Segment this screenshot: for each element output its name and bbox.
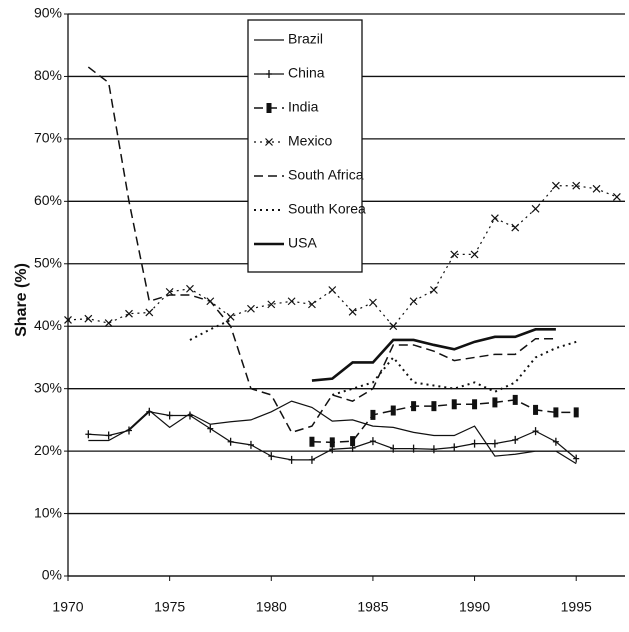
point-marker xyxy=(369,298,377,307)
point-marker xyxy=(409,297,418,306)
point-marker xyxy=(265,138,273,146)
point-marker xyxy=(247,304,255,313)
y-tick-label: 80% xyxy=(34,67,62,83)
point-marker xyxy=(125,426,132,435)
x-tick-label: 1995 xyxy=(561,599,592,615)
point-marker xyxy=(186,411,193,420)
point-marker xyxy=(288,455,295,464)
point-marker xyxy=(390,405,396,416)
point-marker xyxy=(572,181,581,190)
point-marker xyxy=(308,300,316,309)
point-marker xyxy=(287,297,296,306)
point-marker xyxy=(390,444,397,453)
legend-label: Brazil xyxy=(288,31,323,47)
point-marker xyxy=(492,397,498,408)
point-marker xyxy=(350,436,356,447)
point-marker xyxy=(329,437,335,448)
point-marker xyxy=(429,286,438,294)
point-marker xyxy=(431,401,437,412)
y-tick-label: 20% xyxy=(34,442,62,458)
series-line xyxy=(87,66,556,434)
point-marker xyxy=(266,70,272,78)
series-line xyxy=(311,328,556,382)
y-tick-label: 10% xyxy=(34,504,62,520)
point-marker xyxy=(125,309,133,318)
y-tick-label: 40% xyxy=(34,317,62,333)
point-marker xyxy=(348,307,357,316)
point-marker xyxy=(328,286,337,294)
x-tick-label: 1970 xyxy=(52,599,83,615)
x-tick-label: 1985 xyxy=(357,599,388,615)
y-tick-label: 70% xyxy=(34,130,62,146)
point-marker xyxy=(186,284,194,293)
point-marker xyxy=(450,250,459,259)
x-tick-label: 1975 xyxy=(154,599,185,615)
legend-label: China xyxy=(288,65,325,81)
point-marker xyxy=(553,407,559,418)
series-line xyxy=(189,319,577,396)
point-marker xyxy=(105,431,112,440)
point-marker xyxy=(430,445,437,454)
legend-label: Mexico xyxy=(288,133,333,149)
legend-box xyxy=(247,19,363,273)
point-marker xyxy=(308,455,315,464)
y-tick-label: 60% xyxy=(34,192,62,208)
point-marker xyxy=(512,435,519,444)
point-marker xyxy=(592,184,601,193)
y-axis-label: Share (%) xyxy=(13,263,30,337)
y-tick-label: 30% xyxy=(34,379,62,395)
y-tick-label: 0% xyxy=(42,567,62,583)
x-tick-label: 1980 xyxy=(256,599,287,615)
point-marker xyxy=(266,103,272,113)
series-line xyxy=(88,400,577,465)
point-marker xyxy=(146,407,153,416)
point-marker xyxy=(512,394,518,405)
point-marker xyxy=(64,316,72,324)
point-marker xyxy=(490,214,499,223)
series-line xyxy=(67,185,618,328)
point-marker xyxy=(573,407,579,418)
legend-label: South Korea xyxy=(288,201,366,217)
point-marker xyxy=(531,204,540,213)
point-marker xyxy=(85,430,92,439)
point-marker xyxy=(166,411,173,420)
series-line xyxy=(311,399,577,444)
point-marker xyxy=(451,399,457,410)
point-marker xyxy=(552,437,559,446)
point-marker xyxy=(369,437,376,446)
point-marker xyxy=(470,250,479,259)
legend-label: South Africa xyxy=(288,167,364,183)
legend-label: USA xyxy=(288,235,317,251)
point-marker xyxy=(267,300,276,309)
y-tick-label: 50% xyxy=(34,254,62,270)
point-marker xyxy=(472,399,478,410)
point-marker xyxy=(491,439,498,448)
point-marker xyxy=(573,454,580,463)
legend-label: India xyxy=(288,99,319,115)
point-marker xyxy=(226,312,235,321)
point-marker xyxy=(370,409,376,420)
point-marker xyxy=(145,308,154,317)
y-tick-label: 90% xyxy=(34,5,62,21)
point-marker xyxy=(84,314,93,323)
point-marker xyxy=(389,322,398,331)
point-marker xyxy=(165,287,174,296)
point-marker xyxy=(104,319,113,328)
point-marker xyxy=(410,444,417,453)
point-marker xyxy=(207,424,214,433)
point-marker xyxy=(471,439,478,448)
point-marker xyxy=(247,440,254,449)
x-tick-label: 1990 xyxy=(459,599,490,615)
point-marker xyxy=(227,437,234,446)
point-marker xyxy=(268,452,275,461)
point-marker xyxy=(411,401,417,412)
point-marker xyxy=(532,427,539,436)
point-marker xyxy=(511,223,520,232)
point-marker xyxy=(612,193,621,201)
point-marker xyxy=(451,443,458,452)
point-marker xyxy=(309,436,315,447)
point-marker xyxy=(551,181,560,190)
point-marker xyxy=(533,404,539,415)
